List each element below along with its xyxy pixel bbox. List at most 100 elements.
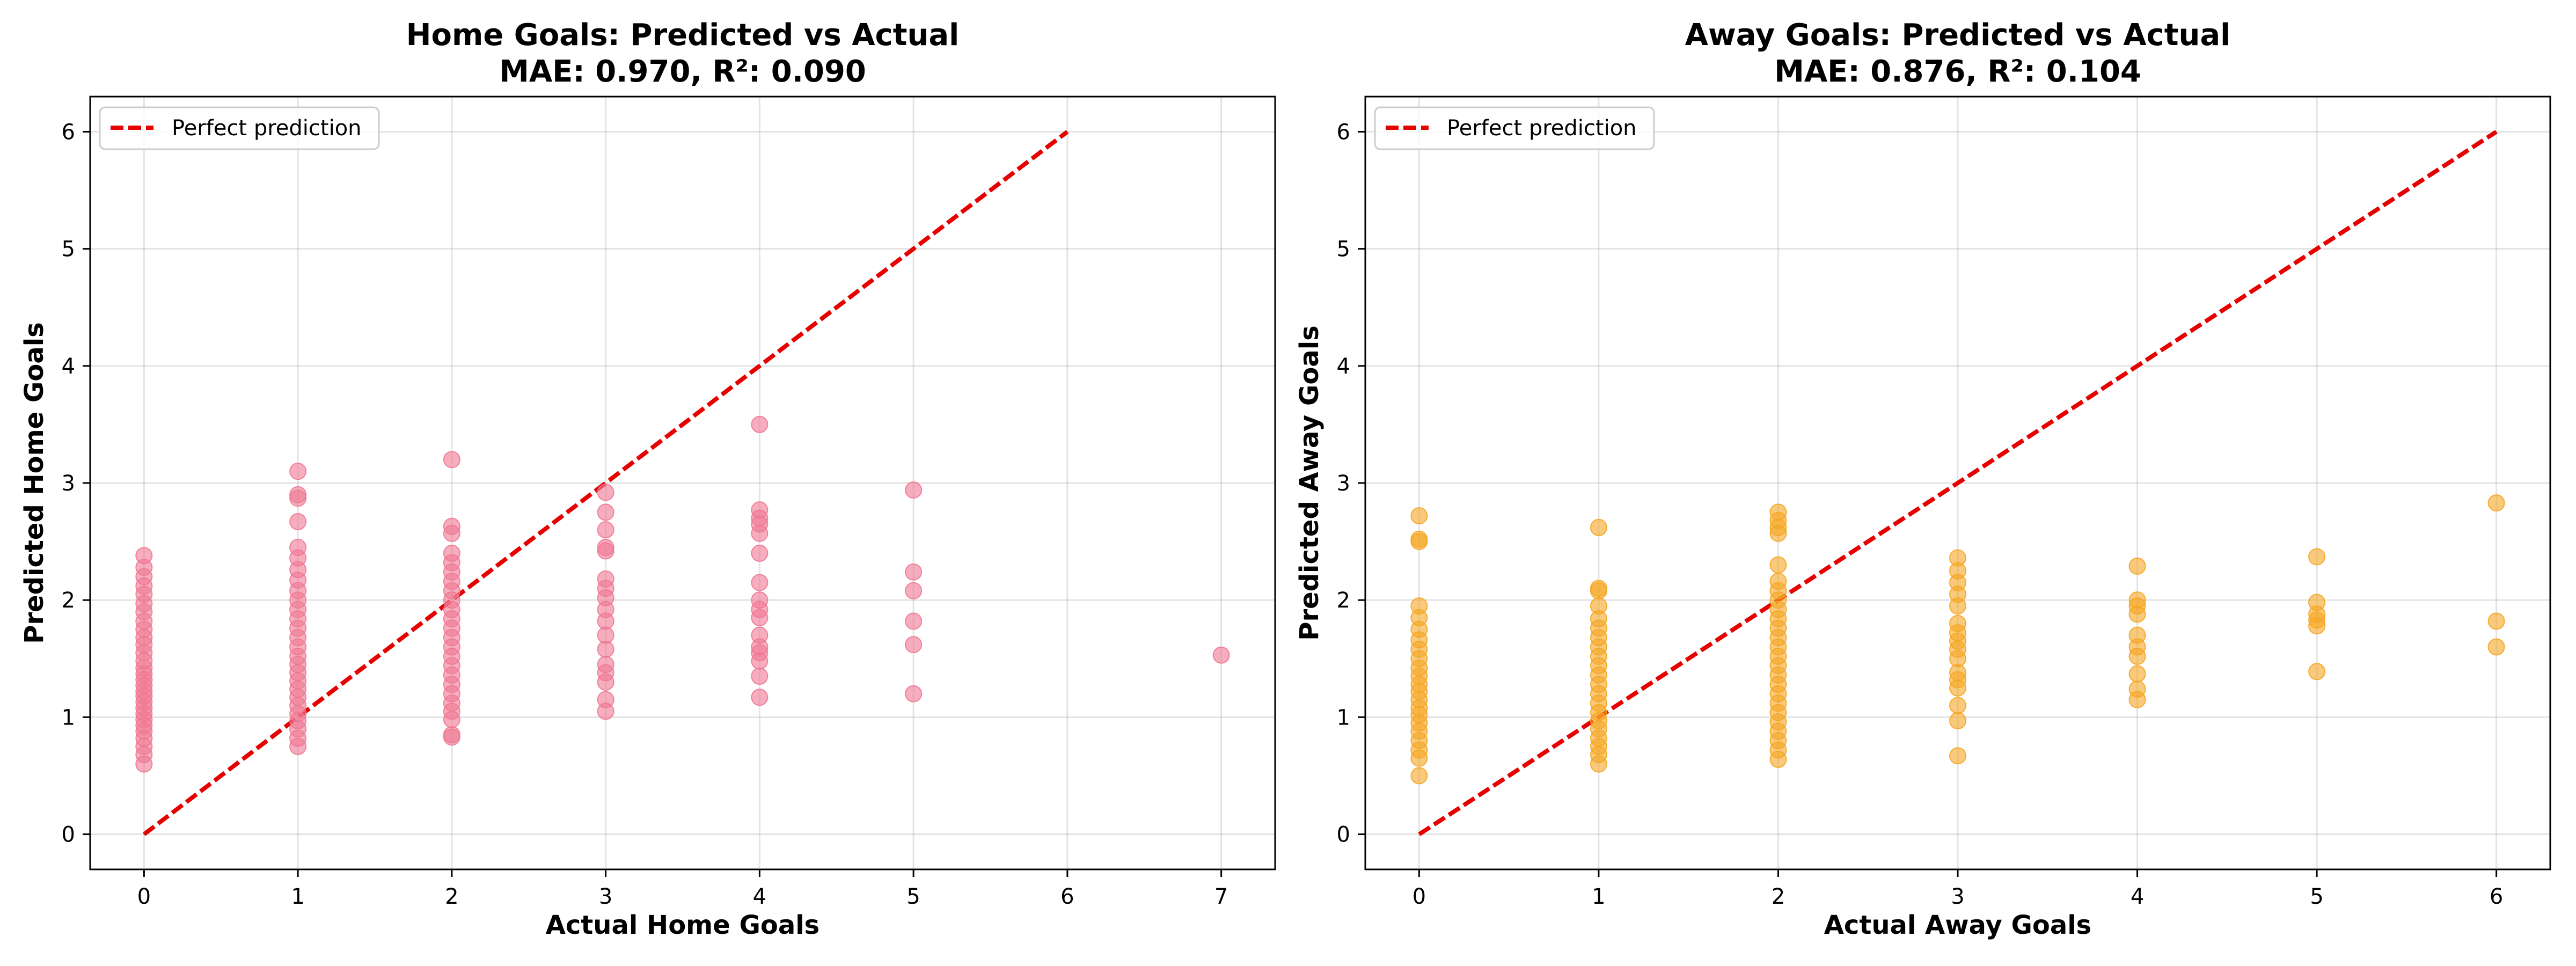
data-point xyxy=(597,570,614,588)
data-point xyxy=(2487,638,2505,656)
data-point xyxy=(905,582,923,599)
x-tick-label: 2 xyxy=(1772,884,1785,909)
data-point xyxy=(751,574,769,591)
data-point xyxy=(135,547,153,565)
x-tick-label: 3 xyxy=(1951,884,1964,909)
y-tick-label: 3 xyxy=(1337,471,1350,496)
data-point xyxy=(1410,597,1428,615)
x-tick-label: 6 xyxy=(1060,884,1074,909)
data-point xyxy=(2128,680,2146,698)
data-point xyxy=(905,563,923,581)
x-tick-label: 4 xyxy=(753,884,766,909)
data-point xyxy=(289,513,307,530)
data-point xyxy=(751,668,769,685)
data-point xyxy=(597,656,614,674)
data-point xyxy=(2308,594,2326,611)
data-point xyxy=(751,626,769,644)
y-tick-label: 4 xyxy=(1337,354,1350,379)
x-tick-label: 0 xyxy=(137,884,151,909)
y-axis-label: Predicted Away Goals xyxy=(1294,325,1324,640)
data-point xyxy=(905,612,923,630)
data-point xyxy=(905,636,923,654)
data-point xyxy=(905,481,923,499)
data-point xyxy=(1410,530,1428,548)
data-point xyxy=(2487,612,2505,630)
data-point xyxy=(751,689,769,706)
data-point xyxy=(289,486,307,503)
y-tick-label: 1 xyxy=(62,705,75,730)
data-point xyxy=(1949,697,1966,714)
x-tick-label: 5 xyxy=(906,884,920,909)
y-tick-label: 0 xyxy=(62,823,75,847)
away-goals-chart-panel: Away Goals: Predicted vs Actual MAE: 0.8… xyxy=(1288,0,2576,966)
data-point xyxy=(443,517,460,535)
chart-title: Home Goals: Predicted vs Actual xyxy=(406,18,960,53)
data-point xyxy=(2487,494,2505,512)
data-point xyxy=(597,521,614,539)
data-point xyxy=(2128,626,2146,644)
chart-title: Away Goals: Predicted vs Actual xyxy=(1685,18,2231,53)
data-point xyxy=(289,539,307,556)
data-point xyxy=(597,503,614,521)
x-tick-label: 5 xyxy=(2310,884,2323,909)
y-tick-label: 4 xyxy=(62,354,75,379)
y-tick-label: 0 xyxy=(1337,823,1350,847)
data-point xyxy=(1769,503,1787,521)
data-point xyxy=(1949,712,1966,729)
legend-box xyxy=(1374,106,1655,150)
data-point xyxy=(597,691,614,708)
data-point xyxy=(905,685,923,702)
data-point xyxy=(2128,665,2146,683)
data-point xyxy=(751,415,769,433)
data-point xyxy=(751,591,769,609)
data-point xyxy=(1590,518,1607,536)
x-tick-label: 4 xyxy=(2131,884,2144,909)
y-tick-label: 2 xyxy=(62,588,75,613)
legend: Perfect prediction xyxy=(99,106,380,150)
legend-entry-perfect-prediction: Perfect prediction xyxy=(1447,116,1637,141)
data-point xyxy=(597,539,614,556)
x-tick-label: 3 xyxy=(599,884,612,909)
data-point xyxy=(1590,597,1607,615)
y-axis-label: Predicted Home Goals xyxy=(19,322,49,643)
x-axis-label: Actual Away Goals xyxy=(1824,910,2091,940)
x-tick-label: 1 xyxy=(291,884,304,909)
y-tick-label: 3 xyxy=(62,471,75,496)
data-point xyxy=(1769,556,1787,574)
chart-subtitle: MAE: 0.970, R²: 0.090 xyxy=(499,54,866,89)
legend-entry-perfect-prediction: Perfect prediction xyxy=(172,116,362,141)
x-tick-label: 7 xyxy=(1214,884,1228,909)
data-point xyxy=(443,544,460,562)
data-point xyxy=(2128,591,2146,609)
home-goals-chart-panel: Home Goals: Predicted vs Actual MAE: 0.9… xyxy=(19,18,1276,940)
data-point xyxy=(1590,580,1607,597)
y-tick-label: 2 xyxy=(1337,588,1350,613)
data-point xyxy=(597,484,614,501)
data-point xyxy=(1410,767,1428,785)
x-axis-label: Actual Home Goals xyxy=(546,910,820,940)
data-point xyxy=(2308,548,2326,566)
y-tick-label: 5 xyxy=(1337,237,1350,262)
data-point xyxy=(751,544,769,562)
y-tick-label: 6 xyxy=(1337,120,1350,144)
x-tick-label: 2 xyxy=(445,884,458,909)
y-tick-label: 6 xyxy=(62,120,75,144)
data-point xyxy=(1212,646,1230,664)
home-goals-scatter-chart: Home Goals: Predicted vs Actual MAE: 0.9… xyxy=(19,18,1276,940)
data-point xyxy=(2128,557,2146,575)
data-point xyxy=(443,726,460,744)
y-tick-label: 1 xyxy=(1337,705,1350,730)
legend-box xyxy=(99,106,380,150)
data-point xyxy=(2308,663,2326,680)
data-point xyxy=(443,451,460,469)
data-point xyxy=(1949,614,1966,632)
data-point xyxy=(1410,507,1428,525)
perfect-prediction-line xyxy=(142,130,1069,836)
data-point xyxy=(289,463,307,480)
data-point xyxy=(1949,549,1966,567)
x-tick-label: 0 xyxy=(1413,884,1426,909)
x-tick-label: 1 xyxy=(1592,884,1605,909)
data-point xyxy=(1949,747,1966,765)
data-point xyxy=(751,501,769,519)
chart-subtitle: MAE: 0.876, R²: 0.104 xyxy=(1774,54,2141,89)
